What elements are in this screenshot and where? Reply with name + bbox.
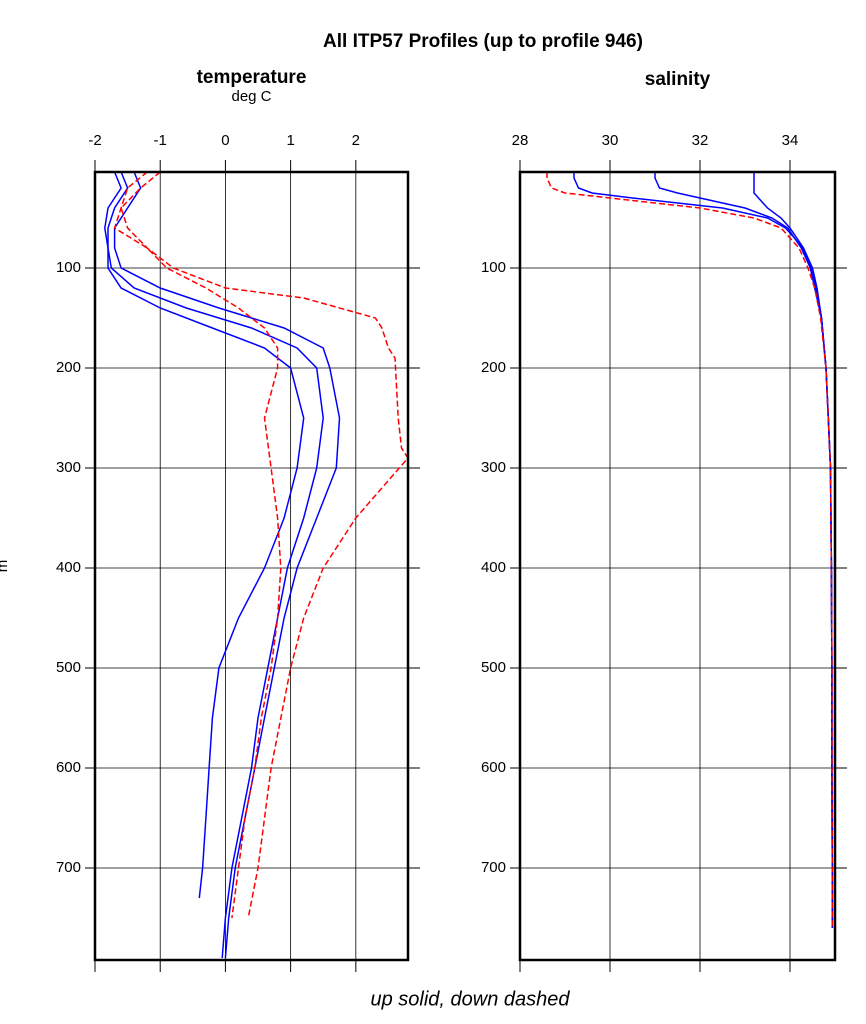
y-tick-label: 200 bbox=[481, 359, 506, 376]
y-tick-label: 400 bbox=[56, 559, 81, 576]
y-tick-label: 700 bbox=[481, 859, 506, 876]
chart-title: All ITP57 Profiles (up to profile 946) bbox=[323, 31, 643, 52]
footer: up solid, down dashed bbox=[370, 988, 570, 1010]
y-tick-label: 300 bbox=[481, 459, 506, 476]
y-axis-label: m bbox=[0, 560, 11, 573]
x-tick-label: 28 bbox=[512, 132, 529, 149]
y-tick-label: 300 bbox=[56, 459, 81, 476]
x-tick-label: 0 bbox=[221, 132, 229, 149]
plot-frame bbox=[518, 170, 837, 962]
x-tick-label: -2 bbox=[88, 132, 101, 149]
y-tick-label: 600 bbox=[481, 759, 506, 776]
profile-line bbox=[120, 171, 409, 919]
profile-line bbox=[753, 172, 834, 928]
y-tick-label: 200 bbox=[56, 359, 81, 376]
x-tick-label: 32 bbox=[692, 132, 709, 149]
profile-line bbox=[104, 171, 305, 899]
x-tick-label: 34 bbox=[782, 132, 799, 149]
profile-line bbox=[654, 172, 834, 928]
x-tick-label: 1 bbox=[286, 132, 294, 149]
y-tick-label: 100 bbox=[56, 259, 81, 276]
panel-subtitle: deg C bbox=[231, 88, 271, 105]
y-tick-label: 400 bbox=[481, 559, 506, 576]
y-tick-label: 500 bbox=[481, 659, 506, 676]
profile-line bbox=[573, 172, 834, 928]
profile-line bbox=[107, 171, 324, 959]
x-tick-label: -1 bbox=[154, 132, 167, 149]
x-tick-label: 30 bbox=[602, 132, 619, 149]
y-tick-label: 600 bbox=[56, 759, 81, 776]
profile-line bbox=[113, 171, 341, 959]
profile-line bbox=[113, 171, 282, 919]
panel-title: temperature bbox=[197, 67, 307, 88]
x-tick-label: 2 bbox=[352, 132, 360, 149]
y-tick-label: 100 bbox=[481, 259, 506, 276]
y-tick-label: 500 bbox=[56, 659, 81, 676]
profile-line bbox=[546, 172, 834, 928]
plot-frame bbox=[93, 170, 410, 962]
panel-title: salinity bbox=[645, 69, 711, 90]
y-tick-label: 700 bbox=[56, 859, 81, 876]
